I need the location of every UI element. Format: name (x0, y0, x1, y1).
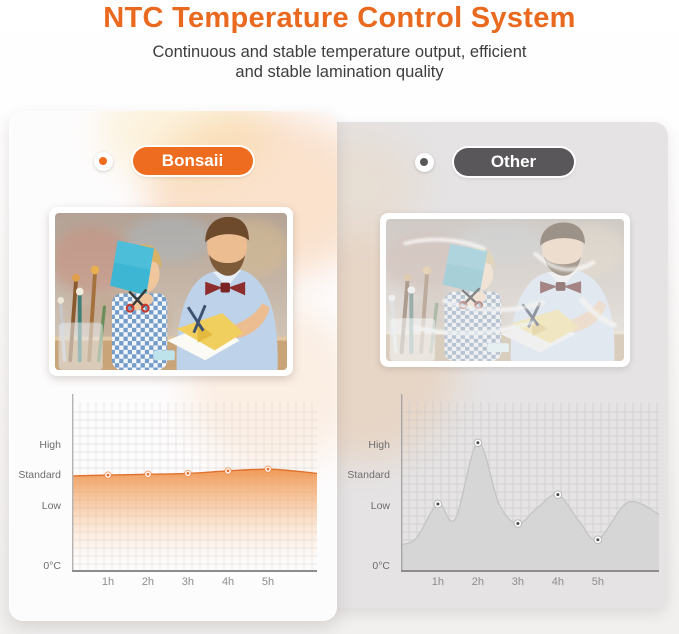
y-tick-low: Low (41, 499, 61, 512)
y-tick-zero: 0°C (43, 559, 61, 572)
father-son-craft-photo-faded (386, 219, 624, 361)
subtitle-line-2: and stable lamination quality (235, 63, 444, 81)
y-tick-standard: Standard (18, 468, 61, 481)
x-tick-5h: 5h (261, 576, 275, 588)
page-title: NTC Temperature Control System (103, 2, 576, 34)
x-tick-4h: 4h (551, 576, 564, 588)
x-axis-labels: 1h 2h 3h 4h 5h (401, 576, 659, 592)
x-tick-3h: 3h (181, 576, 194, 588)
bonsaii-label-pill: Bonsaii (132, 147, 253, 175)
plot-area (400, 394, 660, 572)
plot-area (71, 394, 318, 572)
y-tick-standard: Standard (347, 468, 390, 481)
bonsaii-panel: Bonsaii High Standard Low 0°C 1h 2h 3h 4… (9, 111, 337, 621)
y-tick-high: High (368, 439, 390, 452)
other-label-pill: Other (453, 148, 574, 176)
other-badge-row: Other (320, 148, 668, 176)
x-tick-2h: 2h (141, 576, 155, 588)
bonsaii-lamination-photo (49, 207, 293, 376)
y-axis-labels: High Standard Low 0°C (9, 402, 67, 572)
y-tick-zero: 0°C (372, 559, 390, 572)
x-tick-5h: 5h (591, 576, 604, 588)
area-chart-steady (71, 394, 318, 572)
bonsaii-radio-icon (93, 151, 113, 171)
y-tick-low: Low (370, 499, 390, 512)
other-panel: Other High Standard Low 0°C 1h 2h 3h 4h (320, 122, 668, 608)
y-tick-high: High (39, 439, 61, 452)
x-tick-1h: 1h (431, 576, 445, 588)
subtitle-line-1: Continuous and stable temperature output… (152, 43, 527, 61)
x-tick-1h: 1h (101, 576, 115, 588)
x-tick-3h: 3h (511, 576, 524, 588)
father-son-craft-photo (55, 213, 287, 370)
x-tick-2h: 2h (471, 576, 484, 588)
other-lamination-photo (380, 213, 630, 367)
area-chart-fluctuating (400, 394, 660, 572)
page-subtitle: Continuous and stable temperature output… (0, 42, 679, 82)
x-axis-labels: 1h 2h 3h 4h 5h (72, 576, 317, 592)
bonsaii-badge-row: Bonsaii (9, 147, 337, 175)
x-tick-4h: 4h (221, 576, 235, 588)
other-radio-icon (414, 152, 434, 172)
y-axis-labels: High Standard Low 0°C (338, 402, 396, 572)
